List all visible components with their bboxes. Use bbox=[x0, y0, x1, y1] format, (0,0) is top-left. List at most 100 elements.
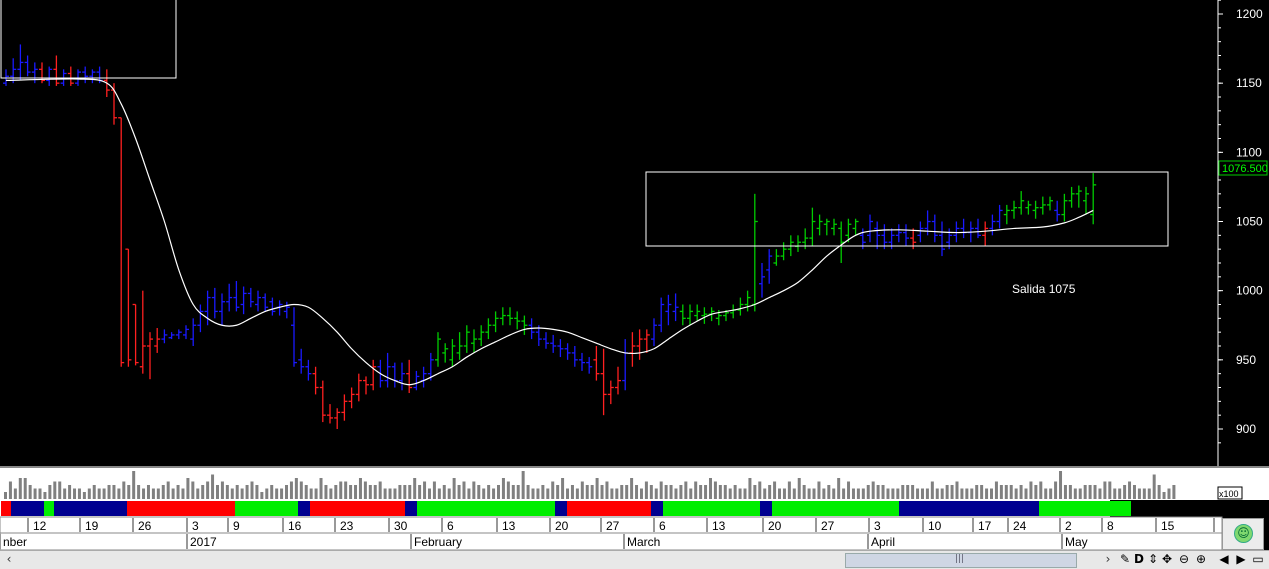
window-icon[interactable]: ▭ bbox=[1252, 552, 1264, 566]
date-tick-label: 27 bbox=[821, 519, 835, 533]
date-tick-label: 6 bbox=[659, 519, 666, 533]
volume-bar bbox=[763, 488, 767, 499]
volume-bar bbox=[649, 485, 653, 499]
volume-bar bbox=[452, 478, 456, 499]
d-mode-icon[interactable]: D bbox=[1134, 552, 1144, 566]
volume-bar bbox=[615, 488, 619, 499]
volume-bar bbox=[230, 488, 234, 499]
ohlc-bar bbox=[53, 55, 60, 86]
ohlc-bar bbox=[535, 325, 542, 346]
draw-tool-icon[interactable]: ✎ bbox=[1119, 552, 1131, 566]
volume-bar bbox=[211, 474, 215, 499]
ohlc-bar bbox=[499, 307, 506, 326]
volume-bar bbox=[196, 488, 200, 499]
volume-bar bbox=[1108, 481, 1112, 499]
ohlc-bar bbox=[931, 214, 938, 243]
horizontal-scrollbar[interactable]: ‹ ||| › bbox=[0, 550, 1269, 569]
trend-strip bbox=[1, 501, 1131, 516]
ohlc-bar bbox=[701, 307, 708, 324]
volume-bar bbox=[1044, 488, 1048, 499]
next-icon[interactable]: ▶ bbox=[1236, 552, 1246, 566]
date-tick-label: 13 bbox=[712, 519, 726, 533]
ohlc-bar bbox=[838, 221, 845, 263]
ohlc-bar bbox=[514, 311, 521, 330]
volume-bar bbox=[506, 481, 510, 499]
ohlc-bar bbox=[399, 362, 405, 391]
ohlc-bar bbox=[679, 304, 686, 326]
ohlc-bar bbox=[319, 380, 326, 423]
volume-bar bbox=[743, 488, 747, 499]
ohlc-bar bbox=[939, 221, 945, 257]
trend-block bbox=[310, 501, 405, 516]
volume-bar bbox=[501, 478, 505, 499]
scroll-left-icon[interactable]: ‹ bbox=[6, 552, 12, 566]
volume-bar bbox=[778, 488, 782, 499]
volume-bar bbox=[925, 488, 929, 499]
ohlc-bar bbox=[435, 332, 441, 367]
volume-bar bbox=[812, 488, 816, 499]
vertical-move-icon[interactable]: ⇕ bbox=[1147, 552, 1159, 566]
prev-icon[interactable]: ◀ bbox=[1219, 552, 1229, 566]
trend-block bbox=[567, 501, 651, 516]
ohlc-bar bbox=[370, 359, 377, 391]
date-tick-label: 9 bbox=[233, 519, 240, 533]
volume-bar bbox=[630, 478, 634, 499]
ohlc-bar bbox=[665, 294, 672, 326]
volume-bar bbox=[723, 485, 727, 499]
ohlc-bar bbox=[593, 346, 600, 381]
scroll-right-icon[interactable]: › bbox=[1105, 552, 1111, 566]
volume-bar bbox=[901, 485, 905, 499]
volume-bar bbox=[477, 485, 481, 499]
volume-bar bbox=[388, 488, 392, 499]
volume-bar bbox=[8, 481, 12, 499]
volume-bar bbox=[1142, 488, 1146, 499]
zoom-out-icon[interactable]: ⊖ bbox=[1178, 552, 1190, 566]
ohlc-bar bbox=[46, 66, 53, 86]
status-panel[interactable]: ☺ bbox=[1222, 518, 1264, 550]
ohlc-bar bbox=[139, 290, 146, 374]
volume-bar bbox=[87, 488, 91, 499]
volume-bar bbox=[590, 485, 594, 499]
range-box-right bbox=[645, 171, 1169, 247]
ohlc-bar bbox=[471, 329, 477, 353]
volume-bar bbox=[570, 485, 574, 499]
volume-bar bbox=[102, 488, 106, 499]
ohlc-bar bbox=[355, 373, 362, 402]
zoom-in-icon[interactable]: ⊕ bbox=[1195, 552, 1207, 566]
volume-bar bbox=[817, 481, 821, 499]
volume-bar bbox=[787, 481, 791, 499]
annotation-salida: Salida 1075 bbox=[1012, 282, 1076, 296]
ohlc-bar bbox=[874, 221, 881, 250]
volume-bar bbox=[38, 488, 42, 499]
volume-bar bbox=[1147, 488, 1151, 499]
volume-bar bbox=[1049, 488, 1053, 499]
volume-bar bbox=[556, 485, 560, 499]
volume-bar bbox=[916, 488, 920, 499]
volume-bar bbox=[881, 485, 885, 499]
volume-bar bbox=[137, 485, 141, 499]
volume-bar bbox=[176, 485, 180, 499]
volume-bar bbox=[802, 485, 806, 499]
volume-bar bbox=[255, 485, 259, 499]
volume-bar bbox=[832, 488, 836, 499]
volume-bar bbox=[536, 488, 540, 499]
volume-bar bbox=[1152, 474, 1156, 499]
volume-bar bbox=[1024, 488, 1028, 499]
range-box-top bbox=[0, 0, 177, 79]
ohlc-bar bbox=[759, 263, 765, 298]
pan-icon[interactable]: ✥ bbox=[1161, 552, 1173, 566]
ohlc-bar bbox=[823, 218, 830, 236]
ohlc-bar bbox=[291, 307, 297, 367]
volume-bar bbox=[980, 485, 984, 499]
volume-bar bbox=[827, 485, 831, 499]
ohlc-bar bbox=[953, 221, 960, 243]
volume-bar bbox=[866, 485, 870, 499]
ohlc-bar bbox=[327, 404, 333, 424]
ohlc-bar bbox=[305, 359, 312, 381]
volume-bar bbox=[847, 481, 851, 499]
volume-bar bbox=[654, 488, 658, 499]
volume-bar bbox=[1088, 485, 1092, 499]
ohlc-bar bbox=[17, 44, 24, 81]
volume-bar bbox=[896, 488, 900, 499]
ohlc-bar bbox=[579, 352, 585, 371]
